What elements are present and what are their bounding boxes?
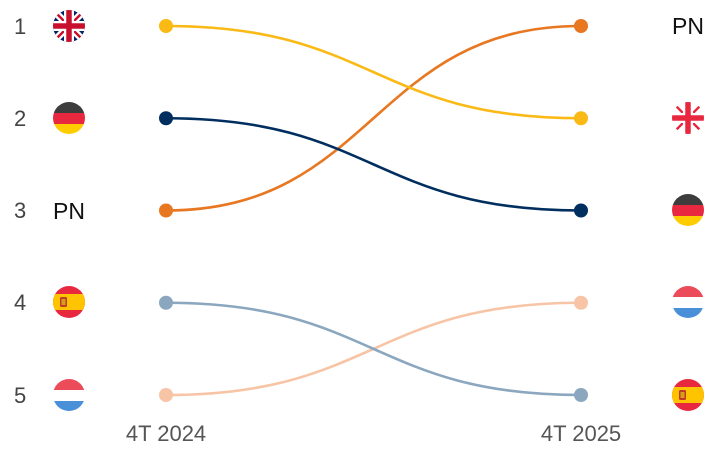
series-point-espana-end [574, 388, 588, 402]
series-point-pn-start [159, 203, 173, 218]
series-point-reino-unido-start [159, 19, 173, 33]
spain-flag-icon [53, 286, 85, 318]
series-layer [159, 19, 588, 402]
period-label-start: 4T 2024 [126, 421, 206, 446]
series-point-alemania-start [159, 111, 173, 126]
period-label-end: 4T 2025 [541, 421, 621, 446]
germany-flag-icon [53, 102, 85, 134]
spain-flag-icon [672, 379, 704, 411]
code-label-right: PN [672, 13, 704, 39]
rank-label-4: 4 [14, 290, 26, 315]
rank-axis: 1 2 3 4 5 [14, 14, 26, 408]
rank-label-3: 3 [14, 198, 26, 223]
code-label-left: PN [53, 198, 85, 224]
luxembourg-flag-icon [672, 286, 704, 318]
series-line-espana [165, 301, 582, 397]
series-point-reino-unido-end [574, 111, 588, 126]
series-line-reino-unido [165, 24, 582, 120]
rank-label-2: 2 [14, 106, 26, 131]
uk-flag-icon [53, 10, 85, 42]
series-point-espana-start [159, 295, 173, 310]
rank-label-1: 1 [14, 14, 26, 39]
luxembourg-flag-icon [53, 379, 85, 411]
series-point-luxemburgo-end [574, 295, 588, 310]
series-line-pn [165, 24, 582, 212]
series-point-luxemburgo-start [159, 388, 173, 402]
series-point-alemania-end [574, 203, 588, 218]
uk-flag-icon [672, 102, 704, 134]
rank-label-5: 5 [14, 383, 26, 408]
series-point-pn-end [574, 19, 588, 33]
germany-flag-icon [672, 194, 704, 226]
series-line-alemania [165, 116, 582, 212]
